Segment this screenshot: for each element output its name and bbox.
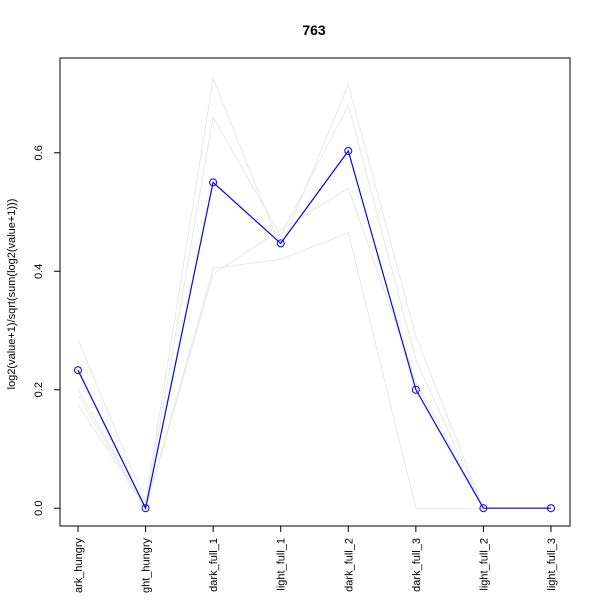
background-series-line-4 [77,187,551,510]
background-series-group [77,76,551,510]
main-series-group [74,147,555,513]
data-point-light_full_1 [276,239,285,248]
y-tick-label: 0.0 [33,501,45,516]
data-point-dark_full_1 [209,178,218,187]
x-tick-label: dark_full_3 [411,538,423,592]
data-point-light_full_3 [547,504,555,513]
y-tick-label: 0.2 [33,382,45,397]
x-tick-label: light_full_3 [546,538,558,591]
y-axis-label: log2(value+1)/sqrt(sum(log2(value+1))) [6,199,18,390]
plot-frame [59,57,571,527]
x-tick-label: light_full_1 [276,538,288,591]
y-tick-label: 0.6 [33,145,45,160]
x-tick-label: light_full_2 [478,538,490,591]
x-tick-label: dark_full_2 [343,538,355,592]
background-series-line-1 [77,76,551,509]
data-point-dark_hungry [74,366,82,375]
y-tick-label: 0.4 [33,264,45,279]
background-series-line-3 [77,232,551,510]
chart-title: 763 [302,22,326,38]
data-point-light_hungry [141,504,150,513]
x-tick-label: ght_hungry [141,538,153,594]
x-tick-label: dark_full_1 [208,538,220,592]
data-point-dark_full_2 [344,147,353,156]
x-tick-label: ark_hungry [73,538,85,594]
x-axis: ark_hungry ght_hungry dark_full_1 light_ful… [73,525,558,594]
data-point-dark_full_3 [411,385,420,394]
background-series-line-2 [77,104,551,510]
y-axis: 0.0 0.2 0.4 0.6 [33,145,61,516]
main-series-line [77,149,551,511]
data-point-light_full_2 [479,504,488,513]
